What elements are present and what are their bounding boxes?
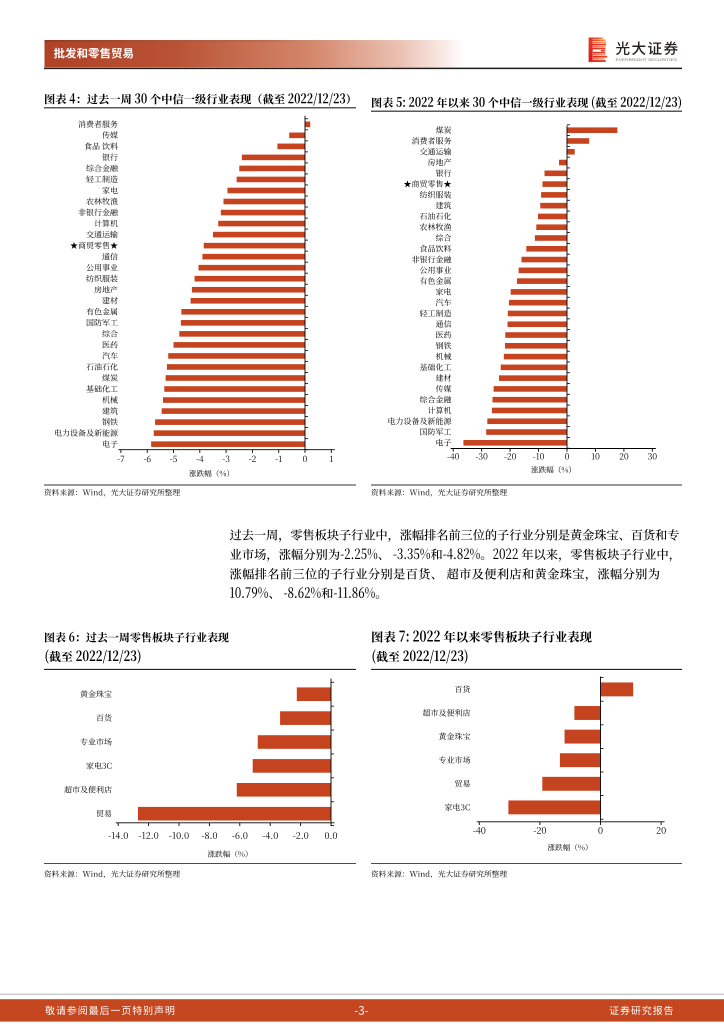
svg-text:EVERBRIGHT SECURITIES: EVERBRIGHT SECURITIES xyxy=(616,57,678,62)
